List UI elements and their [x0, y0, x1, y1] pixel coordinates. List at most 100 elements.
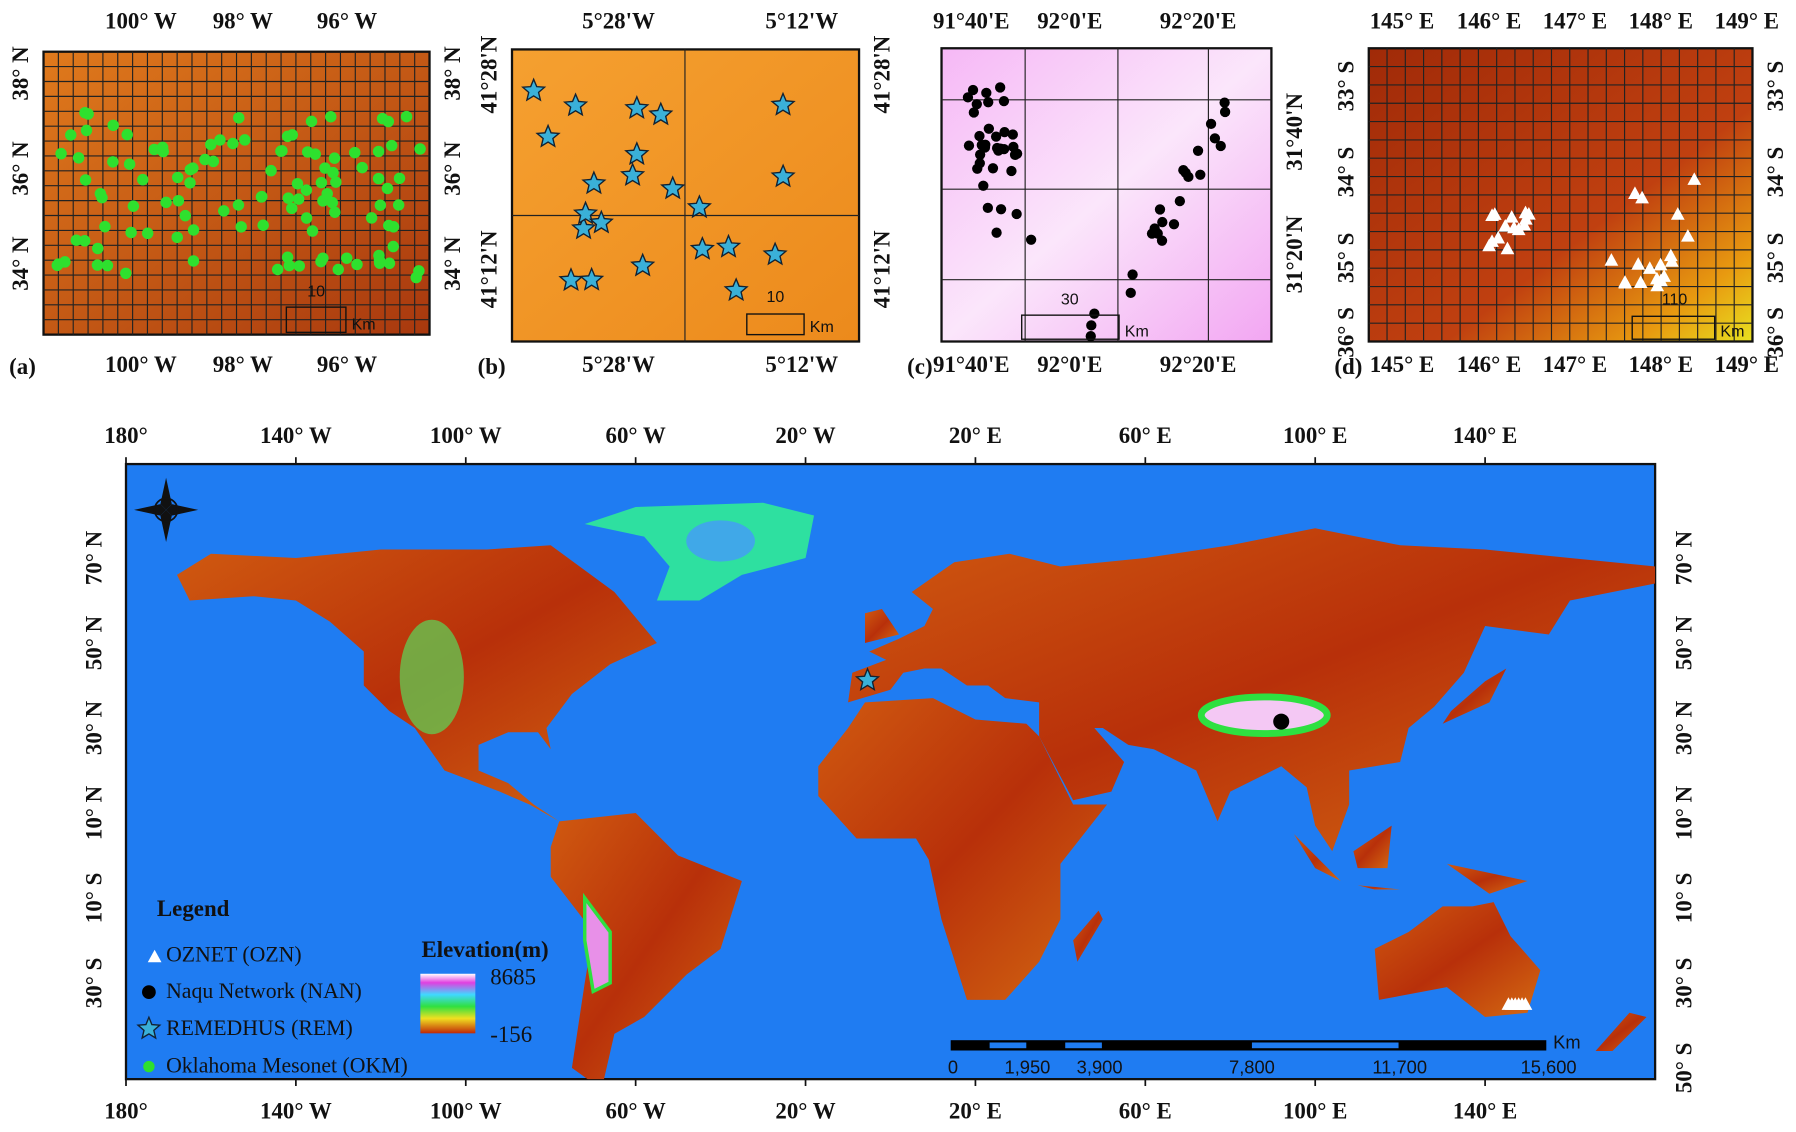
station [65, 129, 77, 141]
station [55, 147, 67, 160]
bottom-tick-label: 91°40'E [933, 352, 1010, 377]
scale-label: 1,950 [1005, 1057, 1051, 1078]
right-tick-label: 34° S [1763, 147, 1788, 198]
scale-value: 10 [767, 288, 785, 306]
top-tick-label: 60° E [1119, 423, 1172, 448]
station [770, 91, 796, 116]
right-tick-label: 36° S [1763, 307, 1788, 358]
station [1663, 248, 1678, 262]
top-tick-label: 5°28'W [582, 8, 655, 33]
bottom-tick-label: 147° E [1543, 352, 1607, 377]
station [998, 143, 1010, 155]
station [79, 174, 92, 186]
station [171, 231, 183, 244]
legend-item: OZNET (OZN) [166, 943, 302, 967]
right-tick-label: 31°40'N [1282, 93, 1307, 171]
bottom-tick-label: 180° [104, 1099, 147, 1124]
station [91, 259, 104, 271]
elevation-ramp [420, 973, 476, 1034]
landmass [1353, 825, 1392, 869]
left-tick-label: 33° S [1333, 61, 1358, 112]
right-tick-label: 70° N [1671, 530, 1696, 585]
left-tick-label: 34° S [1333, 147, 1358, 198]
scale-box [1021, 314, 1120, 340]
station [99, 220, 111, 233]
station [326, 196, 339, 209]
top-tick-label: 96° W [317, 8, 377, 33]
station [1631, 257, 1646, 270]
station [351, 258, 363, 271]
top-tick-label: 146° E [1457, 8, 1521, 33]
station [1650, 278, 1665, 292]
station [1127, 269, 1138, 280]
panel-label: (d) [1334, 354, 1362, 379]
station [981, 87, 992, 99]
bottom-tick-label: 5°28'W [582, 352, 655, 377]
station [1504, 210, 1519, 223]
legend-symbol [147, 949, 162, 963]
top-tick-label: 60° W [606, 423, 666, 448]
station [157, 145, 169, 158]
station [1482, 238, 1496, 252]
station [1670, 207, 1685, 220]
station [205, 138, 217, 151]
station [325, 111, 337, 123]
station [235, 221, 247, 233]
top-tick-label: 92°20'E [1160, 8, 1237, 33]
landmass [1442, 668, 1507, 724]
right-tick-label: 35° S [1763, 233, 1788, 284]
right-tick-label: 31°20'N [1282, 215, 1307, 293]
station [982, 202, 994, 214]
station [581, 170, 607, 195]
bottom-tick-label: 20° W [775, 1099, 835, 1124]
scale-unit: Km [810, 318, 834, 336]
station [998, 95, 1010, 107]
bottom-tick-label: 100° W [430, 1099, 502, 1124]
elevation-title: Elevation(m) [422, 937, 549, 962]
station [987, 163, 999, 174]
right-tick-label: 30° S [1671, 958, 1696, 1009]
bottom-tick-label: 92°20'E [1160, 352, 1237, 377]
station [572, 200, 599, 225]
station [70, 234, 83, 246]
landmass [1357, 885, 1401, 890]
panel-label: (c) [907, 354, 932, 379]
station [373, 249, 385, 262]
station [1618, 275, 1633, 289]
station [1219, 106, 1231, 118]
right-tick-label: 50° N [1671, 615, 1696, 670]
bottom-tick-label: 149° E [1715, 352, 1779, 377]
station-nan [1273, 713, 1290, 730]
station [660, 175, 686, 200]
station [1009, 149, 1021, 160]
station [72, 152, 85, 164]
bottom-tick-label: 145° E [1370, 352, 1434, 377]
station [983, 123, 995, 134]
landmass [848, 528, 1656, 852]
station [558, 267, 584, 292]
bottom-tick-label: 96° W [317, 352, 377, 377]
station [630, 252, 656, 277]
station [1011, 208, 1022, 220]
station [995, 204, 1007, 215]
station [1635, 190, 1649, 204]
station [172, 194, 185, 207]
station [979, 142, 991, 153]
panel-label: (b) [478, 354, 506, 379]
station [392, 199, 405, 211]
station [332, 263, 344, 276]
scale-bar: Km 0 1,950 3,900 7,800 11,700 15,600 [948, 1031, 1581, 1077]
station [306, 225, 319, 237]
station [281, 251, 294, 264]
station [59, 256, 71, 268]
ice-cap [686, 520, 755, 562]
station [286, 129, 299, 141]
scale-label: 7,800 [1229, 1057, 1275, 1078]
station [321, 187, 333, 200]
station [232, 199, 245, 211]
station [94, 187, 107, 200]
station [365, 212, 378, 224]
station [962, 92, 974, 103]
station [227, 137, 239, 150]
